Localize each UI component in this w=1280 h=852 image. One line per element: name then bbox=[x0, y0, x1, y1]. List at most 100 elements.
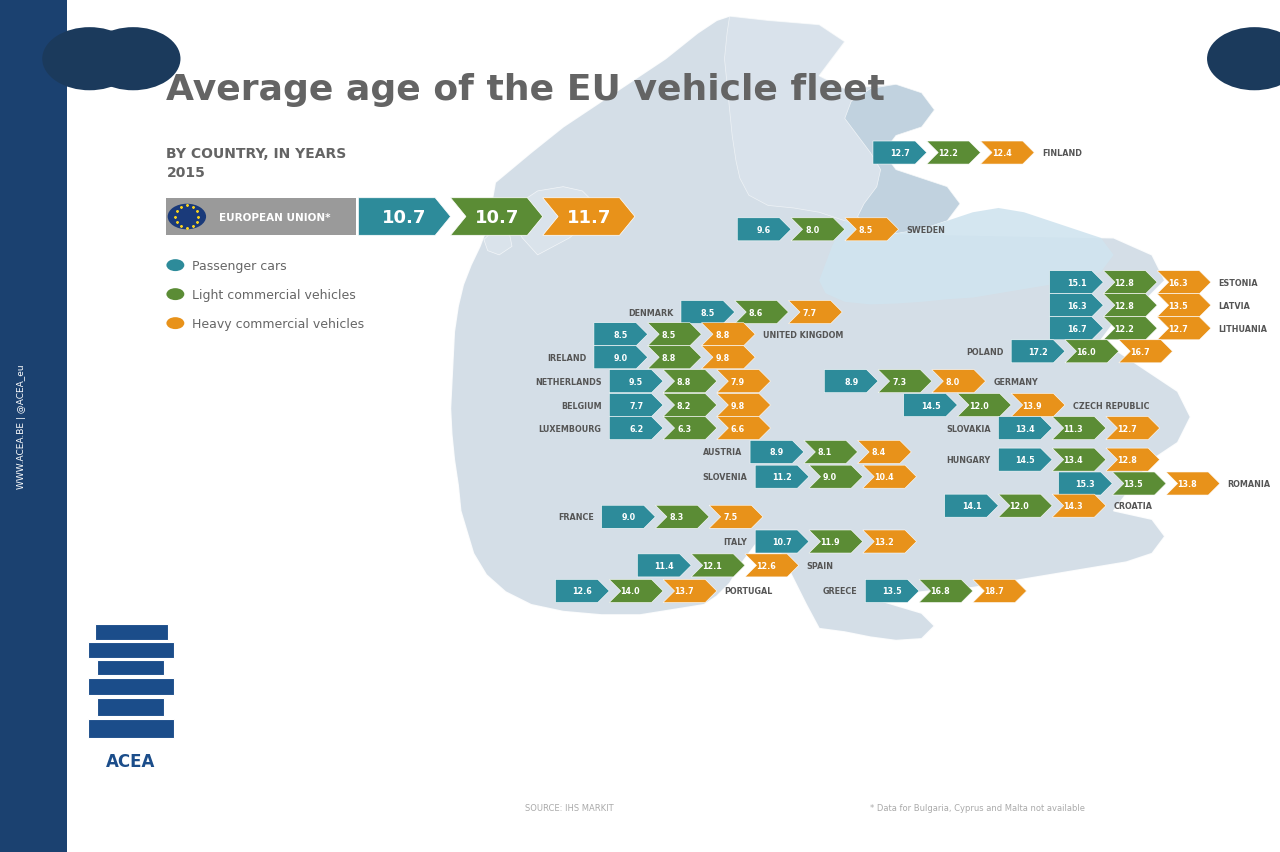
Text: SLOVAKIA: SLOVAKIA bbox=[946, 424, 991, 433]
Text: 8.9: 8.9 bbox=[769, 448, 785, 457]
Polygon shape bbox=[1052, 494, 1106, 517]
Text: SPAIN: SPAIN bbox=[806, 561, 833, 570]
Polygon shape bbox=[863, 530, 916, 554]
Circle shape bbox=[168, 204, 206, 230]
FancyBboxPatch shape bbox=[88, 719, 174, 738]
FancyBboxPatch shape bbox=[88, 678, 174, 695]
Circle shape bbox=[42, 28, 137, 91]
Polygon shape bbox=[737, 219, 791, 242]
Text: 8.8: 8.8 bbox=[677, 377, 691, 386]
Text: 12.2: 12.2 bbox=[938, 149, 957, 158]
Polygon shape bbox=[1011, 341, 1065, 363]
Text: 12.7: 12.7 bbox=[1117, 424, 1137, 433]
Polygon shape bbox=[1119, 341, 1172, 363]
Polygon shape bbox=[648, 324, 701, 346]
Polygon shape bbox=[1052, 448, 1106, 472]
Text: 18.7: 18.7 bbox=[984, 587, 1004, 596]
Text: 12.8: 12.8 bbox=[1115, 279, 1134, 287]
Polygon shape bbox=[709, 506, 763, 528]
Polygon shape bbox=[1011, 394, 1065, 417]
Text: BY COUNTRY, IN YEARS: BY COUNTRY, IN YEARS bbox=[166, 147, 347, 160]
Text: 9.0: 9.0 bbox=[621, 513, 636, 521]
Text: 14.5: 14.5 bbox=[1015, 456, 1036, 464]
Text: 12.8: 12.8 bbox=[1115, 302, 1134, 310]
Text: 8.5: 8.5 bbox=[859, 226, 873, 234]
Text: UNITED KINGDOM: UNITED KINGDOM bbox=[763, 331, 844, 339]
Polygon shape bbox=[824, 370, 878, 393]
Text: Average age of the EU vehicle fleet: Average age of the EU vehicle fleet bbox=[166, 72, 886, 106]
Text: 8.6: 8.6 bbox=[749, 308, 763, 317]
Circle shape bbox=[166, 318, 184, 330]
Polygon shape bbox=[609, 394, 663, 417]
Polygon shape bbox=[663, 580, 717, 603]
Polygon shape bbox=[809, 465, 863, 489]
Text: SWEDEN: SWEDEN bbox=[906, 226, 945, 234]
Polygon shape bbox=[750, 441, 804, 463]
Text: 16.8: 16.8 bbox=[931, 587, 950, 596]
Polygon shape bbox=[1052, 417, 1106, 440]
Text: 9.6: 9.6 bbox=[756, 226, 772, 234]
Text: LUXEMBOURG: LUXEMBOURG bbox=[539, 424, 602, 433]
Polygon shape bbox=[663, 394, 717, 417]
Polygon shape bbox=[1157, 271, 1211, 294]
Text: ROMANIA: ROMANIA bbox=[1228, 480, 1271, 488]
Polygon shape bbox=[927, 142, 980, 165]
Text: EUROPEAN UNION*: EUROPEAN UNION* bbox=[219, 212, 332, 222]
Text: 15.1: 15.1 bbox=[1066, 279, 1087, 287]
Text: 6.3: 6.3 bbox=[677, 424, 691, 433]
Text: 12.0: 12.0 bbox=[1010, 502, 1029, 510]
Text: 12.4: 12.4 bbox=[992, 149, 1011, 158]
Text: ITALY: ITALY bbox=[723, 538, 748, 546]
Polygon shape bbox=[980, 142, 1034, 165]
Text: GERMANY: GERMANY bbox=[993, 377, 1038, 386]
Text: 8.0: 8.0 bbox=[805, 226, 819, 234]
Polygon shape bbox=[845, 85, 960, 234]
Text: LATVIA: LATVIA bbox=[1219, 302, 1251, 310]
Text: Passenger cars: Passenger cars bbox=[192, 259, 287, 273]
Polygon shape bbox=[755, 530, 809, 554]
Text: 16.0: 16.0 bbox=[1076, 348, 1096, 356]
Text: GREECE: GREECE bbox=[823, 587, 858, 596]
Polygon shape bbox=[1157, 295, 1211, 318]
Text: 13.5: 13.5 bbox=[1169, 302, 1188, 310]
Polygon shape bbox=[512, 187, 595, 256]
Polygon shape bbox=[1103, 271, 1157, 294]
Polygon shape bbox=[819, 209, 1114, 305]
Polygon shape bbox=[845, 219, 899, 242]
Polygon shape bbox=[543, 199, 635, 236]
Text: 9.8: 9.8 bbox=[731, 401, 745, 410]
Text: 9.0: 9.0 bbox=[613, 354, 628, 362]
Polygon shape bbox=[858, 441, 911, 463]
Polygon shape bbox=[998, 417, 1052, 440]
Polygon shape bbox=[1103, 295, 1157, 318]
Polygon shape bbox=[1050, 271, 1103, 294]
Polygon shape bbox=[932, 370, 986, 393]
Polygon shape bbox=[873, 142, 927, 165]
Polygon shape bbox=[701, 347, 755, 370]
Polygon shape bbox=[957, 394, 1011, 417]
Text: ESTONIA: ESTONIA bbox=[1219, 279, 1258, 287]
Text: 14.3: 14.3 bbox=[1064, 502, 1083, 510]
Text: HUNGARY: HUNGARY bbox=[946, 456, 991, 464]
Polygon shape bbox=[1106, 448, 1160, 472]
Polygon shape bbox=[791, 219, 845, 242]
Text: 12.8: 12.8 bbox=[1117, 456, 1137, 464]
Text: 13.5: 13.5 bbox=[1124, 480, 1143, 488]
Text: IRELAND: IRELAND bbox=[547, 354, 586, 362]
FancyBboxPatch shape bbox=[166, 199, 356, 236]
Text: 15.3: 15.3 bbox=[1075, 480, 1096, 488]
Text: * Data for Bulgaria, Cyprus and Malta not available: * Data for Bulgaria, Cyprus and Malta no… bbox=[870, 803, 1085, 812]
Text: 7.7: 7.7 bbox=[803, 308, 817, 317]
Polygon shape bbox=[655, 506, 709, 528]
Text: 11.2: 11.2 bbox=[772, 473, 792, 481]
Text: 11.7: 11.7 bbox=[567, 208, 611, 227]
Text: 13.2: 13.2 bbox=[874, 538, 893, 546]
Text: 12.6: 12.6 bbox=[572, 587, 593, 596]
Polygon shape bbox=[755, 465, 809, 489]
Text: WWW.ACEA.BE | @ACEA_eu: WWW.ACEA.BE | @ACEA_eu bbox=[17, 364, 27, 488]
Text: AUSTRIA: AUSTRIA bbox=[703, 448, 742, 457]
Polygon shape bbox=[804, 441, 858, 463]
Text: 8.5: 8.5 bbox=[662, 331, 676, 339]
Polygon shape bbox=[1050, 295, 1103, 318]
Text: 8.9: 8.9 bbox=[844, 377, 859, 386]
